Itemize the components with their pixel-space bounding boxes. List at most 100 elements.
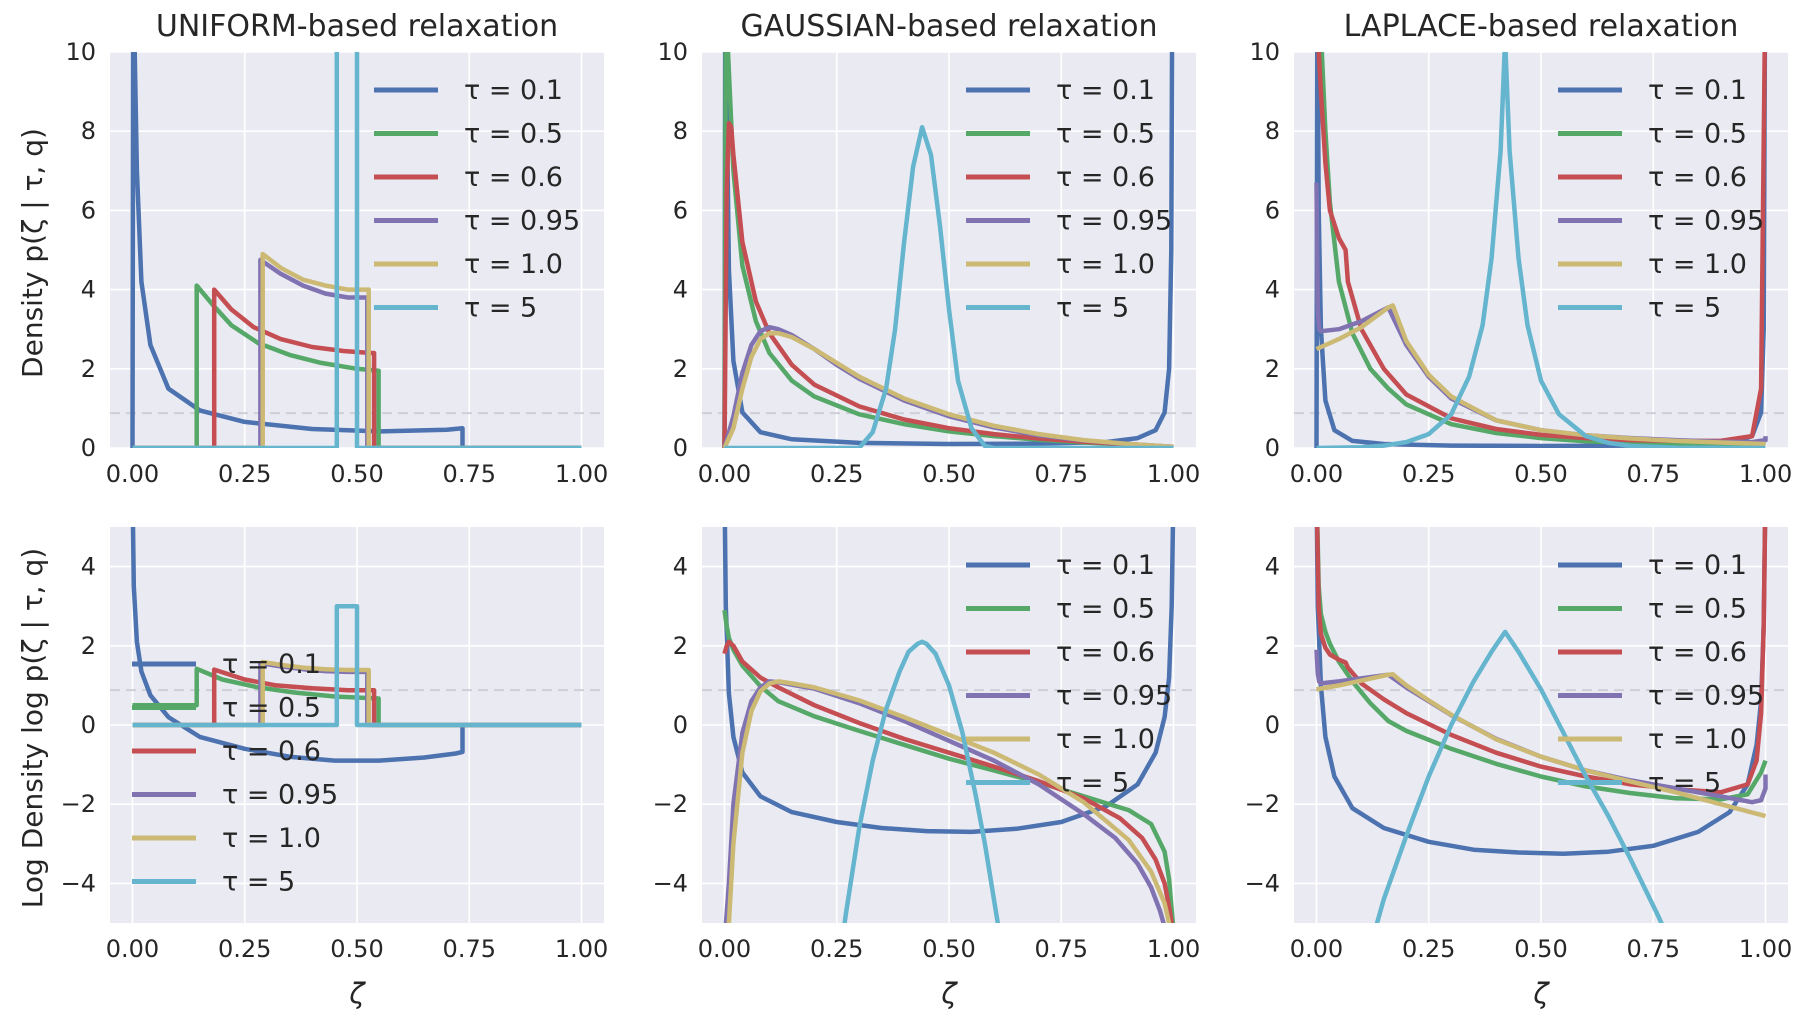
legend: τ = 0.1 τ = 0.5 τ = 0.6 τ = 0.95 τ = 1.0 τ = … bbox=[966, 75, 1172, 324]
legend-label: τ = 0.5 bbox=[1648, 119, 1747, 150]
y-tick-label: 0 bbox=[673, 434, 688, 462]
legend-label: τ = 0.1 bbox=[1056, 75, 1155, 106]
y-tick-label: 10 bbox=[657, 38, 688, 66]
series-line bbox=[132, 287, 582, 448]
panel-title: GAUSSIAN-based relaxation bbox=[741, 9, 1158, 44]
legend-label: τ = 5 bbox=[1056, 768, 1129, 799]
x-tick-label: 0.50 bbox=[1514, 460, 1567, 488]
y-tick-label: 2 bbox=[673, 355, 688, 383]
panel-title: UNIFORM-based relaxation bbox=[156, 9, 558, 44]
legend-label: τ = 1.0 bbox=[1056, 724, 1155, 755]
legend-label: τ = 0.6 bbox=[1648, 637, 1747, 668]
series-line bbox=[1314, 527, 1768, 856]
y-tick-label: 0 bbox=[1265, 434, 1280, 462]
x-tick-label: 0.50 bbox=[922, 935, 975, 963]
x-tick-label: 0.00 bbox=[698, 460, 751, 488]
x-tick-label: 1.00 bbox=[555, 460, 608, 488]
series-group bbox=[1314, 527, 1768, 923]
legend-label: τ = 1.0 bbox=[1056, 249, 1155, 280]
y-tick-label: 2 bbox=[81, 355, 96, 383]
legend-label: τ = 1.0 bbox=[464, 249, 563, 280]
series-line bbox=[722, 52, 1175, 448]
series-line bbox=[1315, 527, 1768, 802]
x-tick-label: 0.50 bbox=[330, 460, 383, 488]
series-line bbox=[722, 527, 1176, 835]
legend: τ = 0.1 τ = 0.5 τ = 0.6 τ = 0.95 τ = 1.0 τ = … bbox=[966, 550, 1172, 799]
y-tick-label: 0 bbox=[673, 711, 688, 739]
series-group bbox=[722, 52, 1175, 448]
series-line bbox=[132, 251, 582, 448]
y-tick-label: 0 bbox=[81, 711, 96, 739]
legend-label: τ = 5 bbox=[1056, 293, 1129, 324]
series-line bbox=[132, 666, 582, 728]
y-tick-label: 2 bbox=[81, 632, 96, 660]
series-group bbox=[130, 527, 582, 763]
x-tick-label: 0.75 bbox=[1627, 460, 1680, 488]
legend: τ = 0.1 τ = 0.5 τ = 0.6 τ = 0.95 τ = 1.0 τ = … bbox=[1558, 75, 1764, 324]
x-tick-label: 0.25 bbox=[218, 935, 271, 963]
legend-label: τ = 5 bbox=[1648, 768, 1721, 799]
series-line bbox=[1316, 52, 1766, 448]
legend: τ = 0.1 τ = 0.5 τ = 0.6 τ = 0.95 τ = 1.0 τ = … bbox=[1558, 550, 1764, 799]
legend-label: τ = 0.6 bbox=[464, 162, 563, 193]
series-line bbox=[130, 52, 582, 448]
legend-label: τ = 0.95 bbox=[464, 206, 580, 237]
series-line bbox=[1315, 303, 1766, 447]
series-line bbox=[1374, 629, 1664, 923]
x-axis-label: ζ bbox=[940, 977, 958, 1010]
legend-label: τ = 0.5 bbox=[222, 693, 321, 724]
series-line bbox=[726, 679, 1172, 923]
x-tick-label: 0.75 bbox=[1627, 935, 1680, 963]
x-tick-label: 1.00 bbox=[555, 935, 608, 963]
y-tick-label: 8 bbox=[1265, 117, 1280, 145]
legend-label: τ = 0.95 bbox=[222, 780, 338, 811]
y-tick-label: −4 bbox=[61, 869, 96, 897]
legend-label: τ = 0.95 bbox=[1648, 206, 1764, 237]
series-line bbox=[132, 667, 582, 728]
y-tick-label: −2 bbox=[1245, 790, 1280, 818]
series-group bbox=[1314, 52, 1768, 448]
series-line bbox=[132, 603, 582, 728]
legend: τ = 0.1 τ = 0.5 τ = 0.6 τ = 0.95 τ = 1.0 τ = … bbox=[132, 649, 338, 898]
series-line bbox=[842, 639, 1001, 923]
series-line bbox=[130, 527, 582, 763]
legend-label: τ = 0.95 bbox=[1056, 206, 1172, 237]
y-tick-label: 10 bbox=[1249, 38, 1280, 66]
x-tick-label: 0.25 bbox=[810, 460, 863, 488]
y-tick-label: −2 bbox=[61, 790, 96, 818]
legend-label: τ = 0.5 bbox=[464, 119, 563, 150]
series-line bbox=[724, 124, 1174, 448]
x-tick-label: 0.25 bbox=[1402, 460, 1455, 488]
panel-title: LAPLACE-based relaxation bbox=[1344, 9, 1739, 44]
x-tick-label: 1.00 bbox=[1739, 935, 1792, 963]
x-tick-label: 0.00 bbox=[1290, 935, 1343, 963]
legend-label: τ = 1.0 bbox=[222, 823, 321, 854]
legend: τ = 0.1 τ = 0.5 τ = 0.6 τ = 0.95 τ = 1.0 τ = … bbox=[374, 75, 580, 324]
x-tick-label: 0.75 bbox=[443, 460, 496, 488]
y-tick-label: 4 bbox=[1265, 276, 1280, 304]
legend-label: τ = 0.1 bbox=[1648, 550, 1747, 581]
y-tick-label: 8 bbox=[673, 117, 688, 145]
legend-label: τ = 0.5 bbox=[1056, 594, 1155, 625]
y-tick-label: 10 bbox=[65, 38, 96, 66]
legend-label: τ = 0.95 bbox=[1056, 681, 1172, 712]
x-tick-label: 0.75 bbox=[1035, 460, 1088, 488]
series-line bbox=[722, 639, 1174, 923]
legend-label: τ = 5 bbox=[464, 293, 537, 324]
x-tick-label: 0.00 bbox=[106, 460, 159, 488]
x-tick-label: 0.00 bbox=[698, 935, 751, 963]
series-line bbox=[1314, 527, 1768, 795]
x-tick-label: 0.50 bbox=[1514, 935, 1567, 963]
panel-top-middle: 0.00 0.25 0.50 0.75 1.00 0 2 4 6 8 10 GAUSSIAN-base… bbox=[657, 9, 1200, 488]
series-line bbox=[132, 283, 582, 448]
y-tick-label: −4 bbox=[1245, 869, 1280, 897]
x-tick-label: 0.75 bbox=[1035, 935, 1088, 963]
legend-label: τ = 1.0 bbox=[1648, 724, 1747, 755]
legend-label: τ = 0.5 bbox=[1056, 119, 1155, 150]
legend-label: τ = 0.1 bbox=[1056, 550, 1155, 581]
y-tick-label: 4 bbox=[81, 553, 96, 581]
